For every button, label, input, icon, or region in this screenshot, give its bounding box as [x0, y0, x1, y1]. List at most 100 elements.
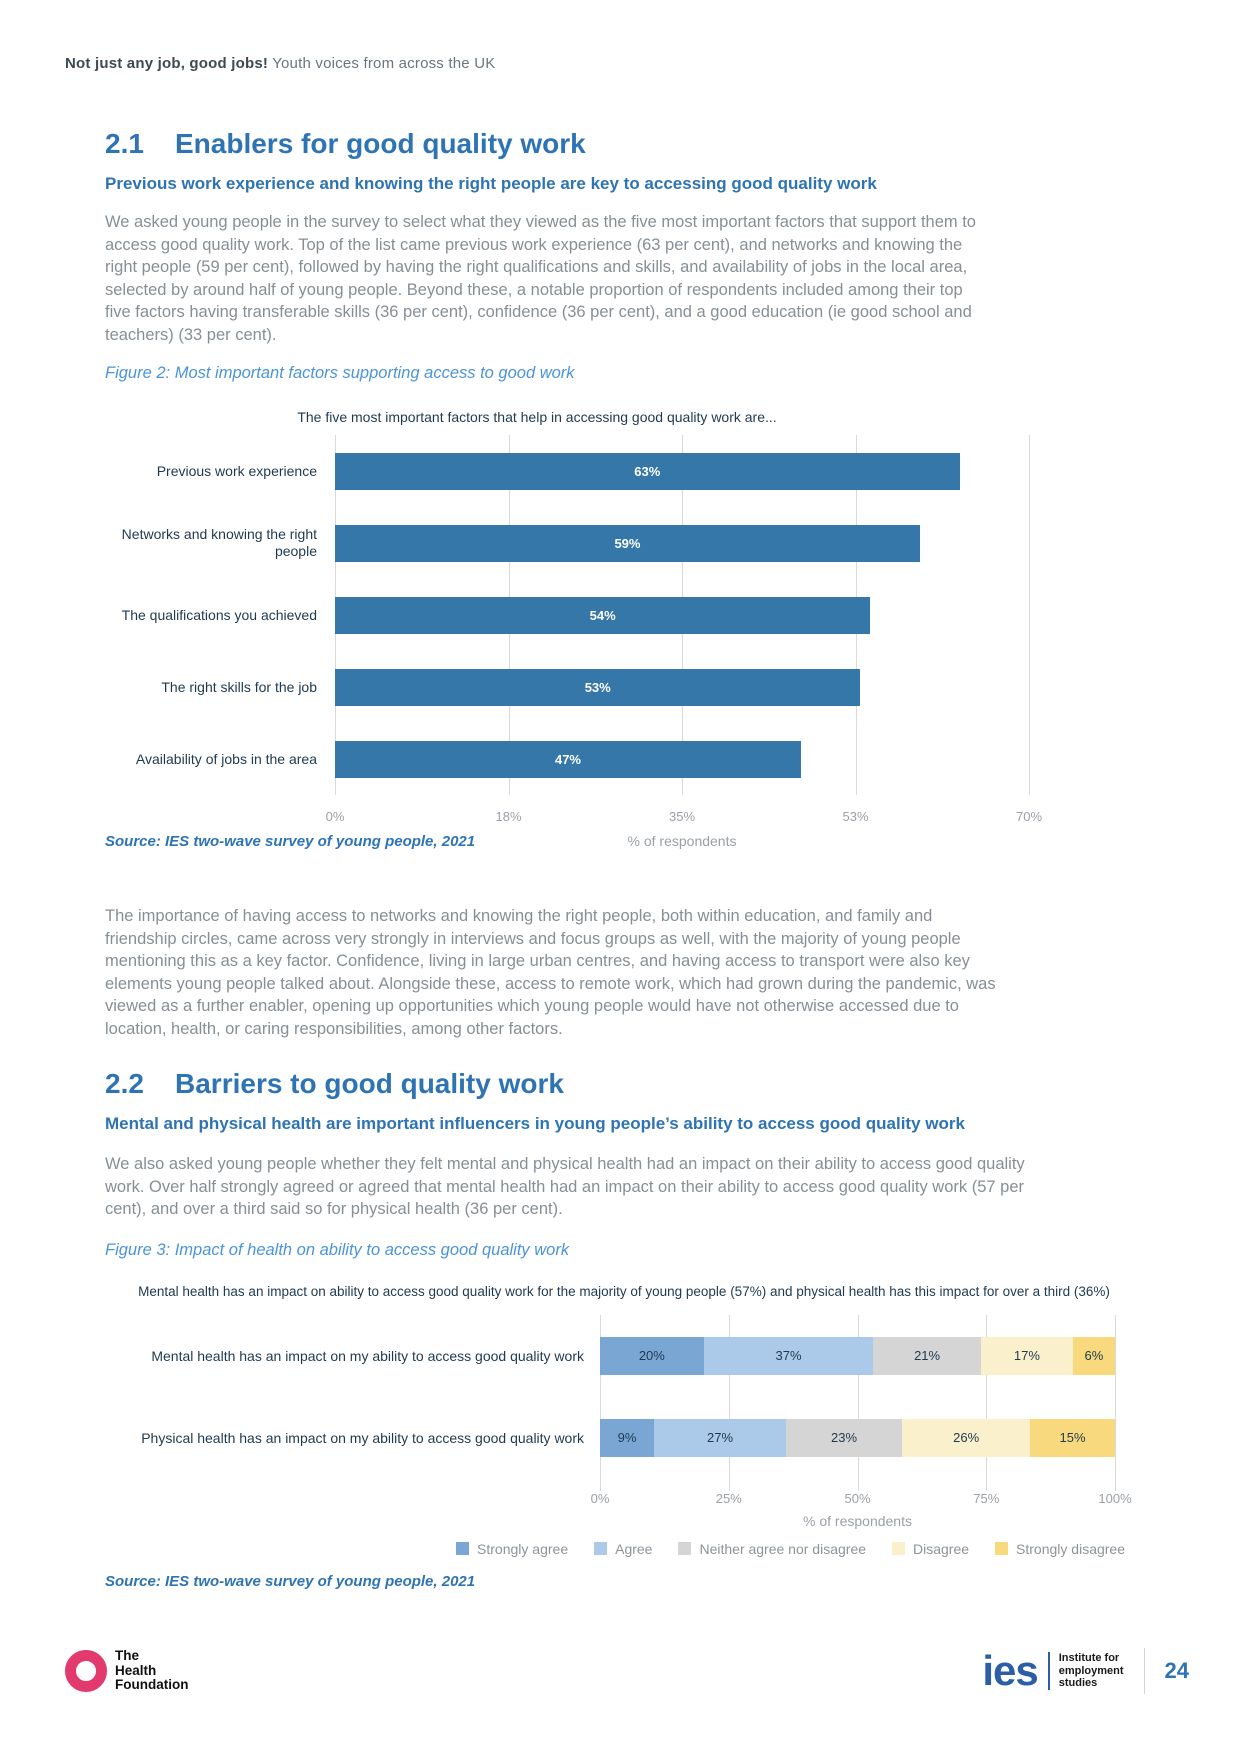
bar: 54% — [335, 596, 871, 634]
x-axis-tick: 53% — [842, 809, 869, 824]
x-axis-tick: 18% — [495, 809, 522, 824]
bar-row: 53% — [335, 651, 1029, 723]
legend-label: Disagree — [913, 1540, 970, 1557]
section-number: 2.1 — [105, 128, 144, 159]
segment-value-label: 15% — [1059, 1430, 1086, 1445]
ies-logo-text: Institute for employment studies — [1058, 1652, 1124, 1690]
gridline — [600, 1314, 601, 1491]
figure-3-source: Source: IES two-wave survey of young peo… — [105, 1572, 476, 1590]
section-subheading: Previous work experience and knowing the… — [105, 174, 877, 193]
health-foundation-logo-text: The Health Foundation — [115, 1648, 189, 1693]
x-axis-tick: 70% — [1015, 809, 1043, 824]
x-axis-ticks: 0% 18% 35% 53% 70% — [326, 809, 1042, 831]
legend-item: Strongly agree — [456, 1541, 568, 1557]
legend-swatch — [892, 1542, 906, 1555]
bar-segment: 17% — [980, 1336, 1073, 1375]
section-heading-2-1: 2.1 Enablers for good quality work — [105, 128, 1135, 160]
bar-segment: 37% — [703, 1336, 874, 1375]
gridline — [728, 1314, 730, 1491]
x-axis-tick: 0% — [590, 1490, 610, 1506]
page-footer: The Health Foundation ies Institute for … — [65, 1648, 1189, 1694]
ies-logo-divider — [1047, 1652, 1050, 1690]
x-axis-tick: 100% — [1098, 1490, 1132, 1506]
bar: 59% — [335, 524, 920, 562]
gridline — [986, 1314, 988, 1491]
section-title: Enablers for good quality work — [175, 128, 586, 159]
bar-segment: 26% — [902, 1418, 1031, 1457]
bar: 47% — [335, 740, 801, 778]
footer-divider — [1143, 1648, 1145, 1694]
bar-category-label: The right skills for the job — [161, 678, 317, 695]
x-axis-tick: 75% — [973, 1490, 1000, 1506]
health-foundation-ring-icon — [65, 1650, 107, 1692]
bar-category-label: Availability of jobs in the area — [135, 750, 317, 767]
figure-2-caption: Figure 2: Most important factors support… — [105, 364, 575, 382]
section-number: 2.2 — [105, 1068, 144, 1099]
chart-plot-area: 20% 37% 21% 17% 6% 9% 27% 23% 26% 15% — [600, 1314, 1116, 1491]
section-heading-2-2: 2.2 Barriers to good quality work — [105, 1068, 1135, 1100]
bar: 63% — [335, 452, 960, 490]
legend-swatch — [456, 1542, 470, 1555]
x-axis-ticks: 0% 25% 50% 75% 100% — [591, 1490, 1132, 1511]
segment-value-label: 26% — [953, 1430, 980, 1445]
section-subheading: Mental and physical health are important… — [105, 1114, 965, 1133]
page-body: 2.1 Enablers for good quality work Previ… — [105, 128, 1135, 1595]
bar-segment: 27% — [654, 1418, 786, 1457]
segment-value-label: 20% — [638, 1348, 665, 1363]
chart-category-labels: Previous work experience Networks and kno… — [105, 435, 335, 795]
bar-segment: 23% — [785, 1418, 903, 1457]
x-axis-label: % of respondents — [803, 1512, 912, 1529]
bar-segment: 15% — [1030, 1418, 1115, 1457]
legend-label: Neither agree nor disagree — [699, 1540, 867, 1557]
x-axis-tick: 35% — [668, 809, 696, 824]
segment-value-label: 21% — [914, 1348, 941, 1363]
bar-category-label: Previous work experience — [156, 462, 317, 479]
ies-logo-block: ies Institute for employment studies 24 — [982, 1648, 1189, 1694]
bar-row: 54% — [335, 579, 1029, 651]
chart-category-labels: Mental health has an impact on my abilit… — [105, 1315, 600, 1491]
running-header-rest: Youth voices from across the UK — [268, 55, 496, 72]
figure-2-chart: The five most important factors that hel… — [105, 409, 1042, 855]
legend-swatch — [594, 1542, 608, 1555]
legend-label: Strongly agree — [477, 1540, 569, 1557]
bar-category-label: Mental health has an impact on my abilit… — [151, 1347, 584, 1364]
gridline — [857, 1314, 859, 1491]
chart-subtitle: Mental health has an impact on ability t… — [138, 1283, 1110, 1299]
body-paragraph: We also asked young people whether they … — [105, 1155, 1025, 1218]
figure-3-caption: Figure 3: Impact of health on ability to… — [105, 1240, 570, 1259]
bar-segment: 9% — [600, 1418, 655, 1457]
bar-category-label: Networks and knowing the right people — [121, 526, 317, 559]
bar-segment: 20% — [600, 1336, 704, 1375]
running-header-bold: Not just any job, good jobs! — [65, 55, 269, 72]
segment-value-label: 9% — [617, 1430, 637, 1445]
stacked-bar: 9% 27% 23% 26% 15% — [600, 1418, 1115, 1457]
health-foundation-logo: The Health Foundation — [65, 1649, 188, 1693]
ies-logo: ies — [982, 1647, 1038, 1694]
bar-row: 47% — [335, 723, 1029, 795]
x-axis-label: % of respondents — [627, 833, 737, 849]
body-paragraph: We asked young people in the survey to s… — [105, 213, 976, 344]
chart-title: The five most important factors that hel… — [297, 409, 777, 425]
bar-category-label: Physical health has an impact on my abil… — [141, 1429, 584, 1446]
bar-segment: 6% — [1072, 1336, 1115, 1375]
bar-row: 59% — [335, 507, 1029, 579]
bar-segment: 21% — [873, 1336, 981, 1375]
bar-value-label: 59% — [614, 535, 641, 551]
legend-item: Agree — [594, 1541, 652, 1557]
x-axis-tick: 25% — [715, 1490, 742, 1506]
legend-item: Strongly disagree — [995, 1541, 1125, 1557]
section-title: Barriers to good quality work — [175, 1068, 564, 1099]
x-axis-tick: 0% — [325, 809, 345, 824]
figure-2-source: Source: IES two-wave survey of young peo… — [105, 833, 476, 850]
legend-label: Strongly disagree — [1016, 1540, 1125, 1557]
bar-value-label: 53% — [584, 679, 611, 695]
bar-value-label: 47% — [554, 751, 581, 767]
gridline — [1115, 1314, 1116, 1491]
bar-row: 63% — [335, 435, 1029, 507]
segment-value-label: 23% — [831, 1430, 858, 1445]
bar-row: 20% 37% 21% 17% 6% — [600, 1315, 1115, 1397]
running-header: Not just any job, good jobs! Youth voice… — [65, 55, 495, 72]
segment-value-label: 6% — [1084, 1348, 1104, 1363]
legend-swatch — [678, 1542, 692, 1555]
bar: 53% — [335, 668, 861, 706]
